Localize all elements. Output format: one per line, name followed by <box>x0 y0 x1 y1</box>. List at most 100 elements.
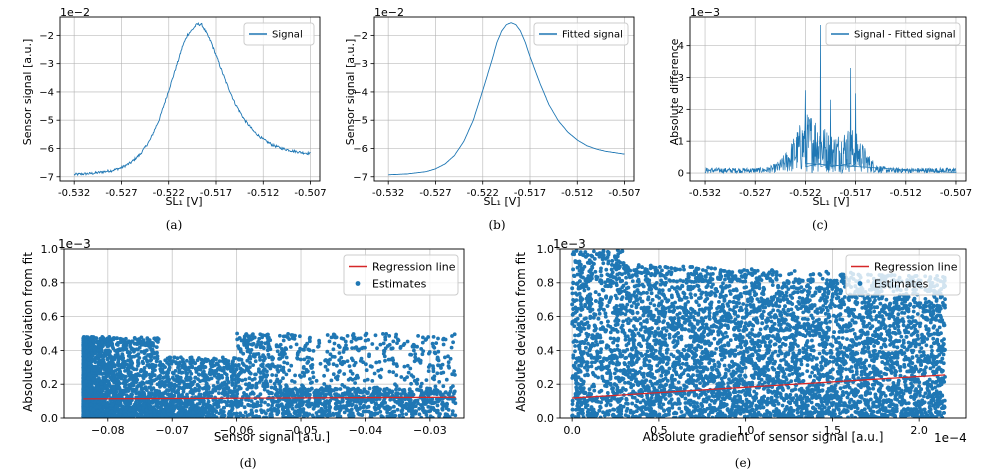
panel-d-point <box>136 363 140 368</box>
panel-d-point <box>233 356 238 361</box>
panel-d-point <box>260 375 265 380</box>
panel-d-point <box>324 388 329 393</box>
panel-d-point <box>329 378 334 383</box>
panel-d-point <box>431 335 436 339</box>
panel-d-point <box>287 404 292 409</box>
panel-d-point <box>433 384 438 389</box>
panel-d-point <box>202 402 207 407</box>
panel-e-scatter-points <box>570 249 947 418</box>
panel-b-xtick-label: -0.532 <box>372 188 404 199</box>
panel-d-frame <box>63 248 465 419</box>
panel-d-point <box>102 376 107 380</box>
panel-d-point <box>159 406 163 410</box>
panel-d-point <box>253 414 258 418</box>
panel-d-point <box>298 407 303 411</box>
panel-d-point <box>104 384 109 389</box>
panel-d-point <box>234 381 238 385</box>
panel-d-point <box>258 343 263 348</box>
panel-d-point <box>388 397 393 402</box>
panel-c-plot: -0.532 -0.527 -0.522 -0.517 -0.512 -0.5070123… <box>678 16 972 199</box>
panel-d-point <box>154 345 159 349</box>
panel-d-point <box>428 386 433 391</box>
panel-d-point <box>430 376 435 381</box>
panel-d-point <box>300 383 304 388</box>
panel-d-point <box>436 363 441 368</box>
panel-d-point <box>425 387 430 392</box>
panel-b-ytick-label: −4 <box>353 87 368 98</box>
panel-d-point <box>350 346 354 350</box>
panel-d-point <box>152 336 157 341</box>
panel-d-point <box>266 345 271 350</box>
panel-d-point <box>208 360 213 365</box>
panel-d-point <box>96 378 100 383</box>
panel-d-point <box>274 387 279 392</box>
panel-d-point <box>144 408 149 413</box>
panel-d-point <box>81 386 86 391</box>
panel-d-point <box>250 378 255 382</box>
panel-d-point <box>430 341 435 346</box>
panel-c-ytick-label: 3 <box>678 73 684 84</box>
panel-a-xtick-label: -0.517 <box>200 188 232 199</box>
panel-d-point <box>201 360 206 365</box>
panel-d-point <box>408 366 413 371</box>
panel-d-point <box>93 351 98 355</box>
panel-d-point <box>409 392 413 396</box>
panel-d-point <box>333 406 338 411</box>
panel-e-ytick-label: 1.0 <box>537 243 555 256</box>
panel-d-point <box>243 377 248 382</box>
panel-d-point <box>104 390 108 394</box>
panel-d-xtick-label: −0.04 <box>349 424 383 437</box>
panel-d-point <box>355 406 360 411</box>
panel-d-point <box>302 374 306 378</box>
panel-d-point <box>415 398 420 403</box>
panel-d-point <box>204 381 209 386</box>
panel-d-point <box>349 387 354 392</box>
panel-d-point <box>91 415 96 418</box>
panel-d-point <box>353 388 358 393</box>
panel-d-point <box>166 371 171 375</box>
panel-d-point <box>176 363 181 368</box>
panel-d-point <box>423 338 428 342</box>
panel-d-point <box>235 363 240 368</box>
panel-d-point <box>262 372 266 376</box>
panel-d-point <box>197 364 202 369</box>
panel-d-point <box>415 344 419 349</box>
panel-d-point <box>270 373 275 377</box>
panel-d-point <box>314 411 319 415</box>
panel-d-point <box>382 354 387 359</box>
panel-d-point <box>392 397 396 402</box>
panel-d-point <box>374 406 379 411</box>
panel-d-point <box>411 401 415 406</box>
panel-d-point <box>141 338 146 342</box>
panel-d-point <box>203 365 208 369</box>
panel-d-point <box>167 402 172 406</box>
panel-d-point <box>407 402 412 406</box>
panel-d-point <box>236 344 241 348</box>
panel-d-point <box>146 340 150 345</box>
panel-d-point <box>442 415 447 418</box>
panel-d-point <box>378 409 383 414</box>
panel-d-point <box>193 406 198 411</box>
panel-d-point <box>311 415 316 418</box>
panel-d-point <box>400 408 405 413</box>
panel-d-point <box>215 375 220 380</box>
panel-d-point <box>184 378 189 382</box>
panel-d-point <box>254 409 259 413</box>
panel-d-point <box>432 350 437 355</box>
panel-c-frame <box>689 16 967 182</box>
panel-d-point <box>97 362 102 366</box>
panel-d-point <box>376 390 381 395</box>
panel-d-point <box>142 366 147 370</box>
panel-d-point <box>350 371 355 376</box>
panel-d-point <box>245 358 250 363</box>
panel-d-point <box>166 408 171 413</box>
panel-d-point <box>151 363 156 367</box>
panel-d-point <box>87 394 91 398</box>
panel-d-point <box>397 413 402 418</box>
panel-d-point <box>100 335 105 339</box>
panel-d-point <box>144 388 149 392</box>
panel-d-point <box>100 388 105 393</box>
panel-d-point <box>340 362 345 367</box>
panel-d-point <box>222 367 226 372</box>
panel-d-point <box>349 356 354 361</box>
